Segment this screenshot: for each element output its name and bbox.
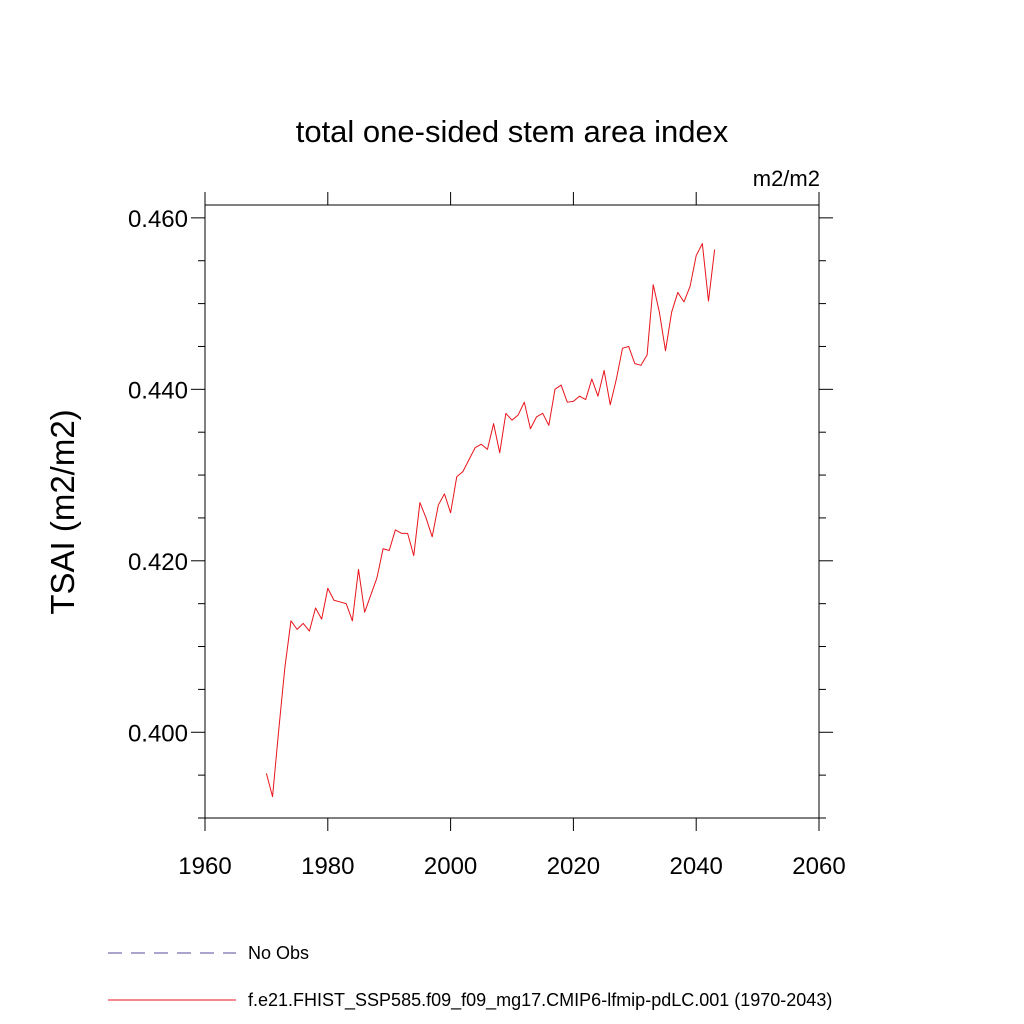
x-tick-label: 2020 [547,853,600,880]
y-axis-tick-labels: 0.400 0.420 0.440 0.460 [128,206,188,747]
x-axis-tick-labels: 1960 1980 2000 2020 2040 2060 [178,853,845,880]
legend-label-no-obs: No Obs [248,943,309,963]
x-tick-label: 1980 [301,853,354,880]
y-axis-ticks [191,217,833,819]
y-tick-label: 0.400 [128,720,188,747]
y-tick-label: 0.440 [128,377,188,404]
plot-frame [204,204,820,819]
legend: No Obs f.e21.FHIST_SSP585.f09_f09_mg17.C… [108,943,832,1011]
chart-title: total one-sided stem area index [296,114,729,149]
x-tick-label: 1960 [178,853,231,880]
x-axis-ticks [204,192,820,831]
units-label: m2/m2 [753,166,820,191]
series-line [265,243,716,798]
y-tick-label: 0.460 [128,206,188,233]
y-axis-label: TSAI (m2/m2) [44,409,81,614]
x-tick-label: 2060 [792,853,845,880]
series-layer [265,243,716,798]
x-tick-label: 2000 [424,853,477,880]
y-tick-label: 0.420 [128,549,188,576]
x-tick-label: 2040 [670,853,723,880]
legend-label-model: f.e21.FHIST_SSP585.f09_f09_mg17.CMIP6-lf… [248,990,832,1011]
